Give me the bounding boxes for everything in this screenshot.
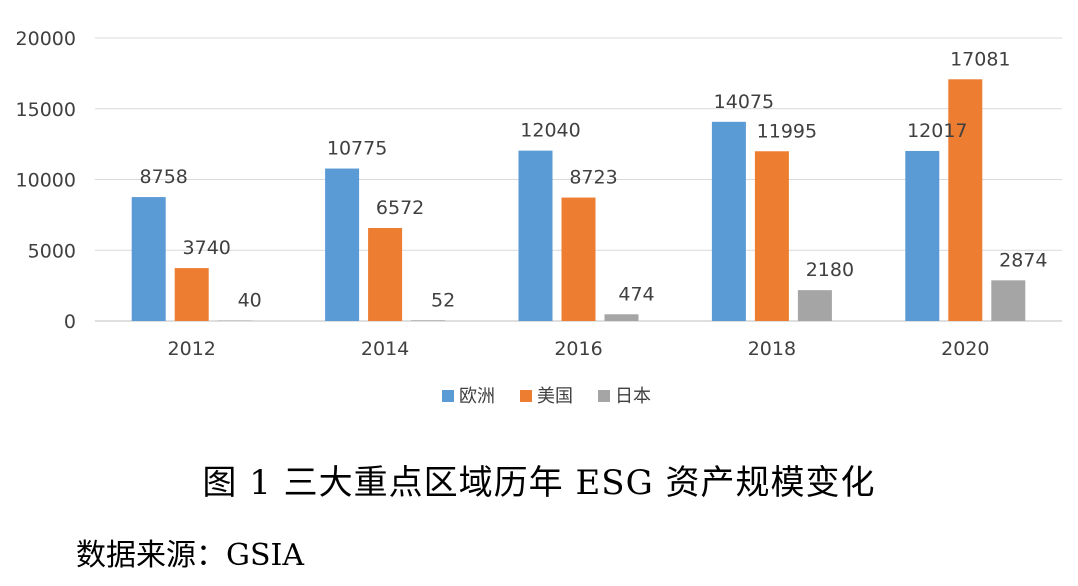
data-label: 10775 [327, 138, 387, 160]
data-label: 40 [238, 289, 262, 311]
bar-2016-美国 [561, 197, 596, 321]
x-tick-label: 2014 [361, 338, 409, 360]
data-label: 17081 [950, 48, 1010, 70]
bars [131, 79, 1026, 322]
bar-chart: 0 5000 10000 15000 20000 8758 3740 40 10775 6572… [16, 28, 1062, 407]
bar-2014-日本 [411, 320, 446, 321]
y-tick-label: 15000 [16, 99, 76, 121]
data-label: 11995 [757, 120, 817, 142]
legend-swatch [598, 390, 610, 402]
data-label: 52 [431, 289, 455, 311]
bar-2018-欧洲 [711, 121, 746, 322]
y-tick-label: 20000 [16, 28, 76, 50]
bar-2012-欧洲 [131, 197, 166, 321]
data-label: 8758 [140, 166, 188, 188]
figure-caption: 图 1 三大重点区域历年 ESG 资产规模变化 [202, 463, 876, 503]
bar-2018-日本 [797, 290, 832, 321]
legend-label: 美国 [537, 386, 573, 407]
y-tick-label: 0 [64, 311, 76, 333]
data-label: 14075 [714, 91, 774, 113]
y-tick-label: 10000 [16, 170, 76, 192]
data-label: 12017 [907, 120, 967, 142]
legend-swatch [520, 390, 532, 402]
legend-swatch [442, 390, 454, 402]
y-tick-label: 5000 [28, 240, 76, 262]
bar-2012-日本 [217, 320, 252, 321]
x-tick-label: 2016 [554, 338, 602, 360]
bar-2016-欧洲 [518, 150, 553, 321]
data-label: 474 [618, 283, 654, 305]
data-label: 2180 [806, 259, 854, 281]
legend-label: 欧洲 [459, 386, 495, 407]
data-labels: 8758 3740 40 10775 6572 52 12040 8723 474 14075 11… [140, 48, 1048, 311]
data-label: 8723 [569, 167, 617, 189]
bar-2014-美国 [368, 228, 403, 321]
x-tick-label: 2020 [941, 338, 989, 360]
gridlines [95, 37, 1062, 322]
x-tick-label: 2018 [748, 338, 796, 360]
data-label: 6572 [376, 197, 424, 219]
legend: 欧洲 美国 日本 [442, 386, 651, 407]
data-source: 数据来源：GSIA [76, 538, 305, 573]
bar-2012-美国 [174, 268, 209, 321]
data-label: 3740 [183, 237, 231, 259]
data-label: 12040 [520, 120, 580, 142]
bar-2020-美国 [948, 79, 983, 321]
bar-2018-美国 [754, 151, 789, 321]
data-label: 2874 [999, 249, 1047, 271]
x-axis: 2012 2014 2016 2018 2020 [168, 338, 990, 360]
bar-2016-日本 [604, 314, 639, 321]
bar-2014-欧洲 [325, 168, 360, 321]
y-axis: 0 5000 10000 15000 20000 [16, 28, 76, 333]
bar-2020-欧洲 [905, 150, 940, 321]
legend-label: 日本 [615, 386, 651, 407]
x-tick-label: 2012 [168, 338, 216, 360]
bar-2020-日本 [991, 280, 1026, 321]
